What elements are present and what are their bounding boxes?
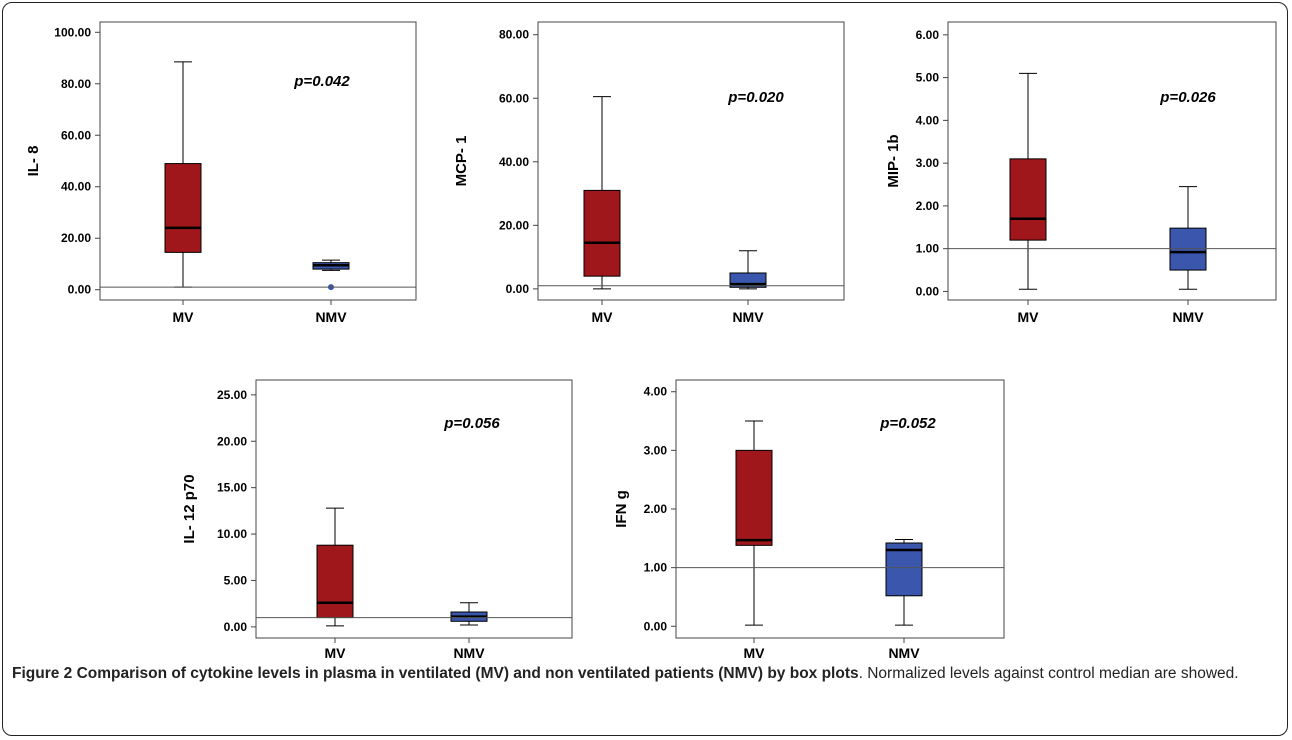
category-label-mv: MV [592, 309, 614, 325]
y-tick-label: 1.00 [644, 561, 668, 575]
y-tick-label: 3.00 [644, 443, 668, 457]
y-axis-label: MIP- 1b [885, 134, 902, 187]
box-mv [316, 507, 354, 627]
box-plot-ifng: 0.00 1.00 2.00 3.00 4.00 MV NMV IFN g p=0.052 [613, 379, 1005, 661]
category-label-mv: MV [1018, 309, 1040, 325]
plot-area-mip1b [947, 21, 1277, 301]
y-tick-label: 60.00 [61, 128, 91, 142]
iqr-box [316, 544, 354, 619]
category-label-nmv: NMV [453, 645, 485, 661]
plot-area-ifng [675, 379, 1005, 639]
y-tick-label: 5.00 [224, 573, 248, 587]
y-tick-label: 15.00 [217, 481, 247, 495]
category-label-nmv: NMV [732, 309, 764, 325]
category-label-nmv: NMV [315, 309, 347, 325]
y-tick-label: 25.00 [217, 388, 247, 402]
y-tick-label: 20.00 [217, 434, 247, 448]
box-nmv [450, 602, 488, 626]
category-label-nmv: NMV [888, 645, 920, 661]
iqr-box [735, 449, 773, 546]
category-label-mv: MV [744, 645, 766, 661]
iqr-box [885, 542, 923, 597]
y-tick-label: 40.00 [499, 155, 529, 169]
box-plot-mcp1: 0.00 20.00 40.00 60.00 80.00 MV NMV MCP- 1 p=0.0… [453, 21, 845, 325]
y-tick-label: 1.00 [916, 242, 940, 256]
y-tick-label: 60.00 [499, 91, 529, 105]
category-label-nmv: NMV [1172, 309, 1204, 325]
box-plot-il8: 0.00 20.00 40.00 60.00 80.00 100.00 MV NMV IL- 8… [25, 21, 417, 325]
p-value-annotation: p=0.052 [879, 415, 936, 432]
iqr-box [583, 189, 621, 277]
p-value-annotation: p=0.026 [1159, 89, 1216, 106]
box-mv [1009, 72, 1047, 290]
box-nmv [729, 250, 767, 290]
box-mv [583, 96, 621, 290]
y-axis-label: MCP- 1 [453, 136, 470, 187]
box-mv [735, 420, 773, 626]
y-tick-label: 40.00 [61, 180, 91, 194]
y-tick-label: 0.00 [644, 619, 668, 633]
y-tick-label: 80.00 [61, 77, 91, 91]
y-tick-label: 20.00 [61, 231, 91, 245]
y-axis-label: IFN g [613, 490, 630, 528]
y-tick-label: 6.00 [916, 28, 940, 42]
y-tick-label: 0.00 [224, 620, 248, 634]
box-mv [164, 61, 202, 288]
category-label-mv: MV [325, 645, 347, 661]
box-plot-mip1b: 0.00 1.00 2.00 3.00 4.00 5.00 6.00 MV NMV MIP- 1b… [885, 21, 1277, 325]
iqr-box [1009, 158, 1047, 241]
y-tick-label: 100.00 [54, 25, 91, 39]
box-plot-il12p70: 0.00 5.00 10.00 15.00 20.00 25.00 MV NMV IL- 12 … [181, 379, 573, 661]
caption-label: Figure 2 [12, 665, 73, 682]
y-tick-label: 3.00 [916, 156, 940, 170]
p-value-annotation: p=0.056 [443, 415, 500, 432]
y-tick-label: 4.00 [916, 113, 940, 127]
caption-body: . Normalized levels against control medi… [858, 665, 1239, 682]
plot-area-il8 [99, 21, 417, 301]
y-tick-label: 80.00 [499, 28, 529, 42]
caption-title: Comparison of cytokine levels in plasma … [76, 665, 859, 682]
figure-caption: Figure 2 Comparison of cytokine levels i… [12, 662, 1278, 685]
box-nmv [885, 538, 923, 626]
y-tick-label: 20.00 [499, 218, 529, 232]
y-tick-label: 10.00 [217, 527, 247, 541]
y-tick-label: 0.00 [506, 282, 530, 296]
y-axis-label: IL- 12 p70 [181, 474, 198, 543]
y-axis-label: IL- 8 [25, 146, 42, 177]
box-nmv [312, 259, 350, 291]
y-tick-label: 4.00 [644, 385, 668, 399]
category-label-mv: MV [173, 309, 195, 325]
plot-area-il12p70 [255, 379, 573, 639]
y-tick-label: 0.00 [68, 283, 92, 297]
p-value-annotation: p=0.020 [727, 89, 784, 106]
y-tick-label: 2.00 [916, 199, 940, 213]
iqr-box [164, 163, 202, 253]
y-tick-label: 0.00 [916, 284, 940, 298]
y-tick-label: 5.00 [916, 71, 940, 85]
p-value-annotation: p=0.042 [293, 73, 350, 90]
y-tick-label: 2.00 [644, 502, 668, 516]
